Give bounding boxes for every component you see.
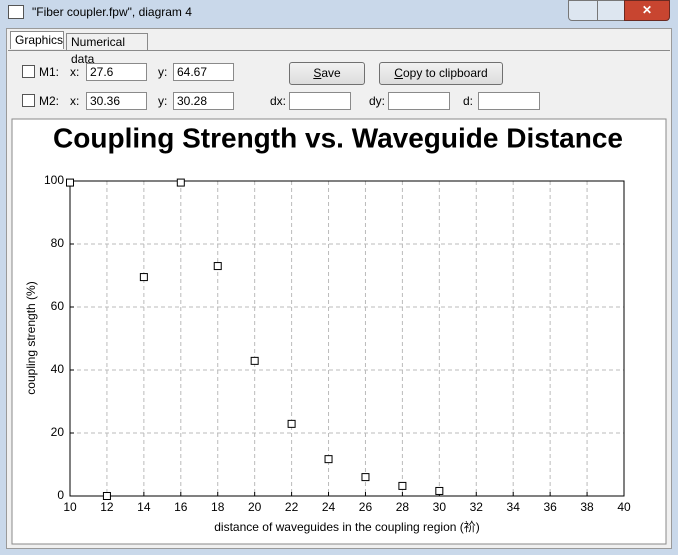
- x-tick-label: 40: [617, 500, 631, 514]
- y-tick-label: 40: [51, 362, 65, 376]
- x-tick-label: 30: [433, 500, 447, 514]
- m1-y-input[interactable]: 64.67: [173, 63, 234, 81]
- tab-numerical-data[interactable]: Numerical data: [66, 33, 148, 66]
- m2-x-label: x:: [70, 94, 80, 108]
- dy-input[interactable]: [388, 92, 450, 110]
- chart-title: Coupling Strength vs. Waveguide Distance: [53, 122, 623, 153]
- d-input[interactable]: [478, 92, 540, 110]
- dx-label: dx:: [270, 94, 287, 108]
- x-tick-label: 32: [470, 500, 484, 514]
- point: [66, 178, 74, 187]
- x-tick-label: 14: [137, 500, 151, 514]
- x-axis-label: distance of waveguides in the coupling r…: [214, 519, 480, 534]
- y-tick-label: 60: [51, 299, 65, 313]
- copy-button-text: Copy to clipboard: [394, 66, 488, 80]
- x-tick-label: 36: [543, 500, 557, 514]
- chart-background: [11, 118, 667, 545]
- m1-x-label: x:: [70, 65, 80, 79]
- dx-input[interactable]: [289, 92, 351, 110]
- m2-checkbox[interactable]: [22, 94, 35, 107]
- y-axis-label: coupling strength (%): [24, 281, 38, 394]
- point: [435, 486, 444, 495]
- point: [287, 419, 296, 428]
- point: [176, 178, 185, 187]
- m1-y-label: y:: [158, 65, 168, 79]
- plot-frame: [69, 180, 625, 497]
- y-tick-label: 20: [51, 425, 65, 439]
- m1-label: M1:: [39, 65, 60, 79]
- x-tick-label: 38: [580, 500, 594, 514]
- x-tick-label: 22: [285, 500, 299, 514]
- x-tick-label: 24: [322, 500, 336, 514]
- y-tick-label: 80: [51, 236, 65, 250]
- d-label: d:: [463, 94, 474, 108]
- point: [213, 262, 222, 271]
- m1-checkbox[interactable]: [22, 65, 35, 78]
- y-tick-label: 0: [57, 488, 64, 502]
- app-icon: [8, 5, 24, 19]
- point: [398, 481, 407, 490]
- y-tick-label: 100: [44, 173, 64, 187]
- point: [324, 455, 333, 464]
- x-tick-label: 20: [248, 500, 262, 514]
- window-title: "Fiber coupler.fpw", diagram 4: [32, 5, 192, 19]
- close-button[interactable]: ✕: [624, 0, 670, 21]
- tab-border: [8, 50, 670, 51]
- x-tick-label: 12: [100, 500, 114, 514]
- copy-button[interactable]: Copy to clipboard: [379, 62, 503, 85]
- x-tick-label: 16: [174, 500, 188, 514]
- x-tick-label: 10: [63, 500, 77, 514]
- save-button-text: Save: [313, 66, 341, 80]
- m2-x-input[interactable]: 30.36: [86, 92, 147, 110]
- dy-label: dy:: [369, 94, 386, 108]
- m1-x-input[interactable]: 27.6: [86, 63, 147, 81]
- x-tick-label: 18: [211, 500, 225, 514]
- save-button[interactable]: Save: [289, 62, 365, 85]
- point: [361, 473, 370, 482]
- m2-label: M2:: [39, 94, 60, 108]
- tab-graphics[interactable]: Graphics: [10, 31, 64, 49]
- x-tick-label: 26: [359, 500, 373, 514]
- point: [139, 273, 148, 282]
- m2-y-input[interactable]: 30.28: [173, 92, 234, 110]
- point: [102, 492, 111, 500]
- m2-y-label: y:: [158, 94, 168, 108]
- point: [250, 356, 259, 365]
- x-tick-label: 28: [396, 500, 410, 514]
- x-tick-label: 34: [507, 500, 521, 514]
